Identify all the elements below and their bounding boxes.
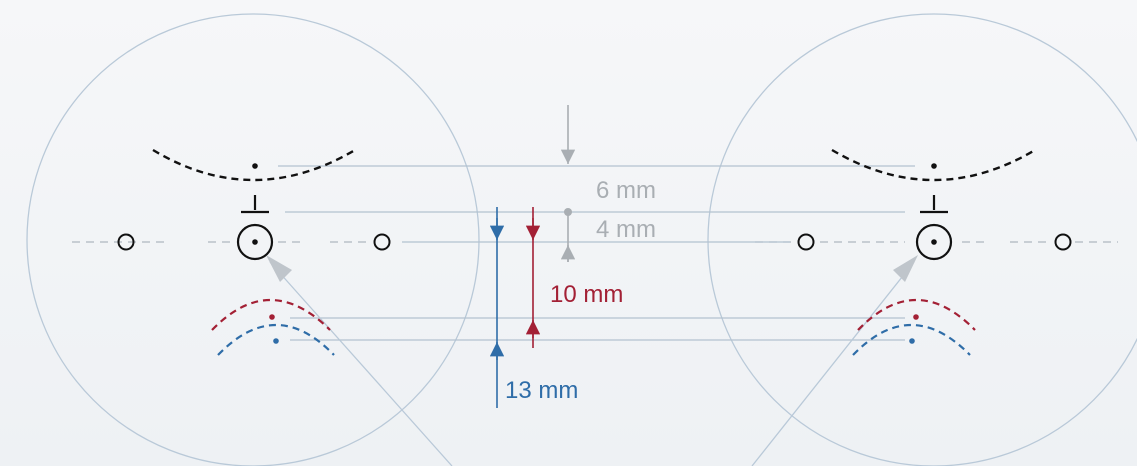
label-4mm: 4 mm	[596, 216, 656, 243]
left-blue-dot	[273, 338, 279, 344]
left-perpendicular-mark	[241, 195, 269, 214]
pointer-lines	[269, 261, 915, 466]
left-red-dot	[269, 314, 275, 320]
right-top-dot	[931, 163, 937, 169]
left-lens-circle	[26, 13, 480, 466]
pointer-arrowheads	[266, 255, 918, 282]
right-blue-dot	[909, 338, 915, 344]
left-top-dashed-arc	[152, 148, 356, 182]
right-lens-circle	[707, 13, 1137, 466]
right-blue-dashed-arc	[852, 324, 971, 356]
right-eye-marks	[797, 148, 1072, 356]
reference-guides	[278, 165, 915, 341]
label-13mm: 13 mm	[505, 377, 578, 404]
right-perpendicular-mark	[920, 195, 948, 214]
gray-dimension	[560, 105, 576, 262]
left-eye-marks	[117, 148, 391, 356]
left-top-dot	[252, 163, 258, 169]
label-10mm: 10 mm	[550, 281, 623, 308]
right-inner-ring	[797, 233, 815, 251]
right-center-target	[915, 223, 953, 261]
label-6mm: 6 mm	[596, 177, 656, 204]
left-red-dashed-arc	[211, 299, 331, 331]
right-top-dashed-arc	[831, 148, 1036, 182]
right-red-dashed-arc	[857, 299, 976, 331]
left-blue-dashed-arc	[217, 324, 335, 356]
left-outer-ring	[117, 233, 135, 251]
left-center-target	[236, 223, 274, 261]
left-inner-ring	[373, 233, 391, 251]
right-red-dot	[913, 314, 919, 320]
right-outer-ring	[1054, 233, 1072, 251]
